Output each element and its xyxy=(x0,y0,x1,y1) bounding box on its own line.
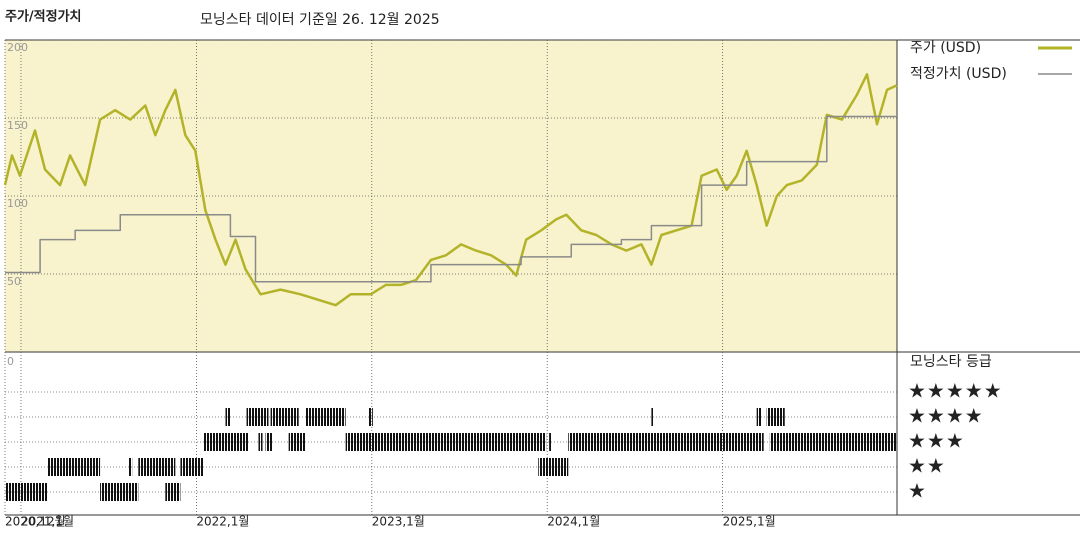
rating-bar xyxy=(225,408,231,426)
x-tick-label: 2024,1월 xyxy=(547,515,600,529)
plot-background xyxy=(5,40,897,352)
rating-label: ★ xyxy=(908,479,927,503)
y-tick-label: 200 xyxy=(7,41,28,54)
rating-bar xyxy=(305,408,346,426)
rating-bar xyxy=(5,483,48,501)
rating-bar xyxy=(180,458,204,476)
grid xyxy=(4,39,897,515)
rating-bar xyxy=(345,433,547,451)
rating-bar xyxy=(766,408,785,426)
chart-title: 주가/적정가치 xyxy=(5,9,82,25)
rating-bar xyxy=(288,433,306,451)
rating-bar xyxy=(568,433,764,451)
x-tick-label: 2025,1월 xyxy=(723,515,776,529)
rating-bar xyxy=(651,408,654,426)
rating-bar xyxy=(538,458,569,476)
x-tick-label: 2020,12월 xyxy=(5,515,66,529)
chart-subtitle: 모닝스타 데이터 기준일 26. 12월 2025 xyxy=(200,12,440,28)
rating-bar xyxy=(258,433,263,451)
rating-label: ★★ xyxy=(908,454,946,478)
rating-bar xyxy=(138,458,176,476)
rating-bar xyxy=(756,408,762,426)
rating-bar xyxy=(203,433,249,451)
rating-bar xyxy=(368,408,373,426)
rating-bar xyxy=(769,433,897,451)
rating-label: ★★★★ xyxy=(908,404,984,428)
rating-label: ★★★ xyxy=(908,429,965,453)
rating-bar xyxy=(265,433,273,451)
legend-label: 적정가치 (USD) xyxy=(910,66,1007,82)
y-tick-label: 100 xyxy=(7,197,28,210)
y-tick-label: 150 xyxy=(7,119,28,132)
rating-bar xyxy=(246,408,269,426)
rating-bar xyxy=(270,408,299,426)
series-line xyxy=(5,115,897,283)
legend-label: 주가 (USD) xyxy=(910,40,981,56)
rating-bar xyxy=(165,483,181,501)
x-tick-label: 2022,1월 xyxy=(196,515,249,529)
x-tick-label: 2023,1월 xyxy=(372,515,425,529)
marks xyxy=(3,73,898,501)
rating-label: ★★★★★ xyxy=(908,379,1003,403)
y-tick-label: 50 xyxy=(7,275,21,288)
rating-bar xyxy=(47,458,101,476)
rating-bar xyxy=(549,433,552,451)
x-tick-label: 2021,1월 xyxy=(21,515,74,529)
rating-title: 모닝스타 등급 xyxy=(910,354,992,370)
rating-tick-label: 0 xyxy=(7,355,14,368)
rating-bar xyxy=(100,483,139,501)
series-line xyxy=(3,73,898,307)
rating-bar xyxy=(128,458,133,476)
